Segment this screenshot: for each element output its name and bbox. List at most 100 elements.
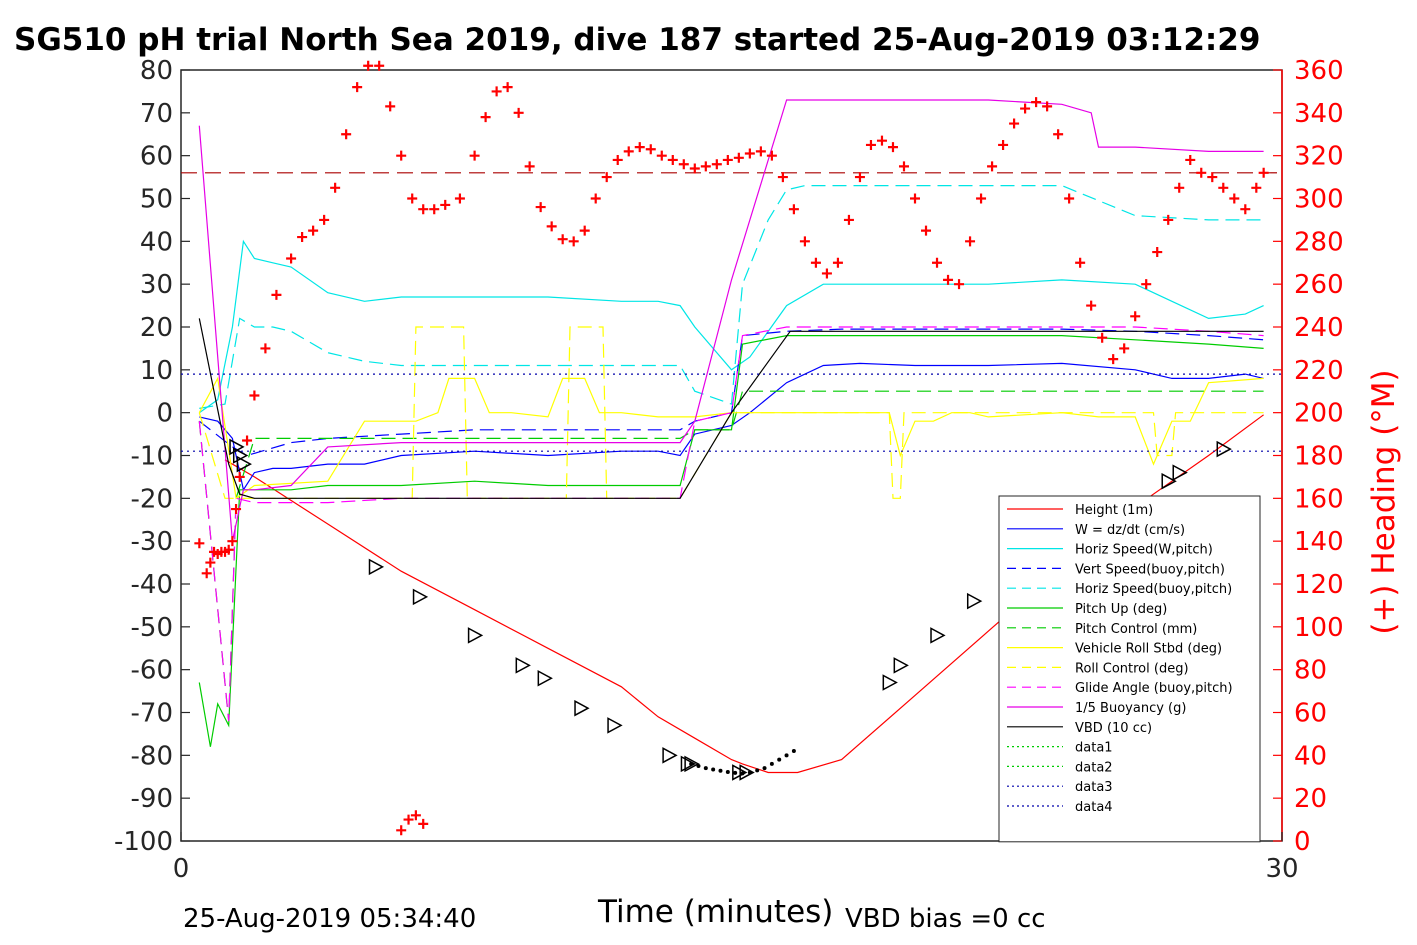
heading-point xyxy=(1141,279,1152,290)
heading-point xyxy=(410,810,421,821)
dot-marker xyxy=(769,761,774,766)
triangle-marker xyxy=(739,764,755,781)
y-tick-label: 50 xyxy=(140,185,173,215)
heading-point xyxy=(954,279,965,290)
heading-point xyxy=(876,135,887,146)
heading-point xyxy=(546,221,557,232)
heading-point xyxy=(1196,167,1207,178)
heading-point xyxy=(568,236,579,247)
heading-point xyxy=(418,818,429,829)
series-line-7 xyxy=(198,376,1264,500)
heading-point xyxy=(612,154,623,165)
y-right-tick-label: 180 xyxy=(1294,442,1344,472)
heading-point xyxy=(645,144,656,155)
heading-point xyxy=(1097,332,1108,343)
heading-point xyxy=(231,504,242,515)
heading-point xyxy=(403,814,414,825)
heading-point xyxy=(590,193,601,204)
heading-point xyxy=(418,204,429,215)
heading-point xyxy=(744,148,755,159)
heading-point xyxy=(898,161,909,172)
series-line-9 xyxy=(198,326,1264,722)
y-tick-label: -90 xyxy=(131,784,173,814)
legend-entry: Vehicle Roll Stbd (deg) xyxy=(1075,642,1222,657)
y-right-tick-label: 260 xyxy=(1294,270,1344,300)
heading-point xyxy=(194,538,205,549)
heading-point xyxy=(865,139,876,150)
heading-point xyxy=(1020,103,1031,114)
y-right-tick-label: 80 xyxy=(1294,656,1327,686)
heading-point xyxy=(205,557,216,568)
y-right-tick-label: 100 xyxy=(1294,613,1344,643)
heading-point xyxy=(722,154,733,165)
heading-point xyxy=(513,107,524,118)
y-right-tick-label: 280 xyxy=(1294,227,1344,257)
heading-point xyxy=(932,257,943,268)
legend: Height (1m) W = dz/dt (cm/s) Horiz Speed(W… xyxy=(998,495,1261,843)
y-right-tick-label: 20 xyxy=(1294,784,1327,814)
heading-point xyxy=(1108,354,1119,365)
heading-point xyxy=(678,159,689,170)
series-line-6 xyxy=(198,390,1264,722)
legend-box xyxy=(998,495,1261,843)
legend-entry: data1 xyxy=(1075,741,1113,756)
heading-point xyxy=(385,101,396,112)
heading-point xyxy=(1086,300,1097,311)
heading-point xyxy=(689,163,700,174)
triangle-marker xyxy=(1172,464,1188,481)
heading-point xyxy=(1009,118,1020,129)
x-tick-label: 30 xyxy=(1265,854,1298,884)
heading-point xyxy=(557,234,568,245)
heading-point xyxy=(491,86,502,97)
triangle-marker xyxy=(574,699,590,717)
triangle-marker xyxy=(467,627,484,644)
triangle-marker xyxy=(732,764,748,781)
series-line-4 xyxy=(199,185,1264,409)
x-tick-label: 0 xyxy=(173,854,190,884)
legend-entry: data3 xyxy=(1075,780,1113,795)
heading-point xyxy=(1031,97,1042,108)
heading-point xyxy=(1042,101,1053,112)
heading-point xyxy=(429,204,440,215)
left-axis: 80 70 60 50 40 30 20 10 0 -10 -20 -30 -40 -50 -60 -70 -8… xyxy=(114,56,190,857)
legend-entry: W = dz/dt (cm/s) xyxy=(1075,523,1185,538)
heading-point xyxy=(297,232,308,243)
heading-point xyxy=(700,161,711,172)
heading-point xyxy=(854,172,865,183)
heading-point xyxy=(440,199,451,210)
y-tick-label: -70 xyxy=(131,699,173,729)
y-right-tick-label: 0 xyxy=(1294,827,1311,857)
heading-point xyxy=(1251,182,1262,193)
y-right-tick-label: 200 xyxy=(1294,399,1344,429)
triangle-marker xyxy=(893,657,909,674)
series-line-11 xyxy=(198,318,1264,499)
footer-timestamp: 25-Aug-2019 05:34:40 xyxy=(183,904,476,934)
heading-point xyxy=(234,471,245,482)
heading-point xyxy=(1218,182,1229,193)
heading-point xyxy=(1174,182,1185,193)
heading-point xyxy=(998,139,1009,150)
series-layer xyxy=(181,99,1282,774)
heading-point xyxy=(227,536,238,547)
series-line-3 xyxy=(198,328,1264,457)
triangle-marker xyxy=(537,669,553,687)
legend-entry: Vert Speed(buoy,pitch) xyxy=(1075,562,1225,577)
y-tick-label: -10 xyxy=(131,442,173,472)
heading-point xyxy=(579,225,590,236)
triangle-marker xyxy=(1216,440,1232,458)
heading-point xyxy=(396,150,407,161)
heading-point xyxy=(1207,172,1218,183)
dot-marker xyxy=(762,766,767,771)
series-line-2 xyxy=(198,239,1264,414)
triangle-marker xyxy=(515,657,531,674)
y-tick-label: 20 xyxy=(140,313,173,343)
y-tick-label: -30 xyxy=(131,527,173,557)
heading-point xyxy=(480,112,491,123)
y-tick-label: -60 xyxy=(131,656,173,686)
marker-layer xyxy=(194,60,1269,836)
y-tick-label: -50 xyxy=(131,613,173,643)
y-right-tick-label: 320 xyxy=(1294,142,1344,172)
y-right-tick-label: 360 xyxy=(1294,56,1344,86)
legend-entry: data4 xyxy=(1075,800,1113,815)
heading-point xyxy=(810,257,821,268)
